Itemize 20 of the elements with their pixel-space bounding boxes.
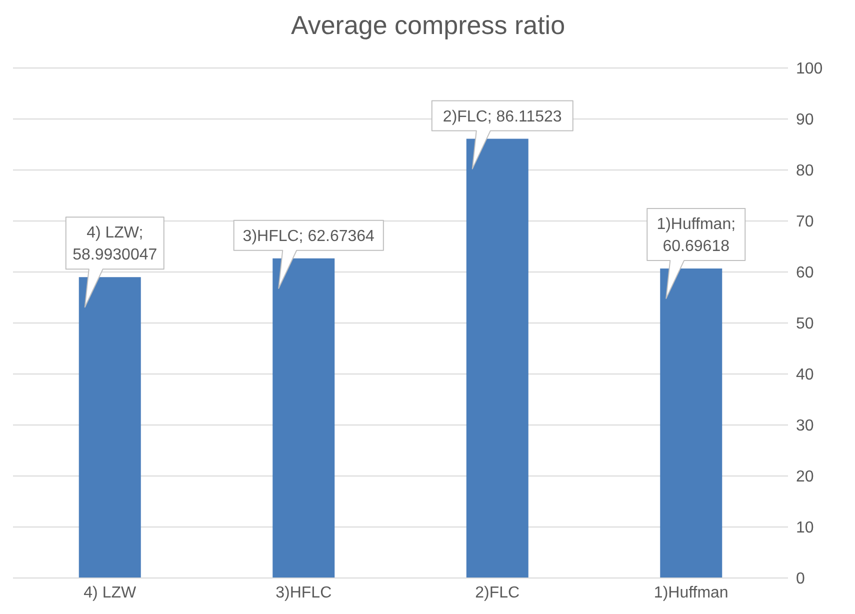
x-tick-label: 1)Huffman <box>654 584 728 602</box>
x-tick-label: 4) LZW <box>84 584 137 602</box>
y-tick-label: 50 <box>796 316 814 333</box>
y-tick-label: 100 <box>796 60 823 78</box>
y-tick-label: 20 <box>796 468 814 486</box>
data-label: 1)Huffman; 60.69618 <box>656 216 736 255</box>
y-tick-label: 40 <box>796 366 814 384</box>
y-tick-label: 90 <box>796 112 814 129</box>
y-tick-label: 80 <box>796 162 814 180</box>
data-label: 2)FLC; 86.11523 <box>442 108 562 126</box>
x-tick-label: 2)FLC <box>475 584 520 602</box>
y-tick-label: 70 <box>796 214 814 231</box>
x-tick-label: 3)HFLC <box>276 584 332 602</box>
y-tick-label: 0 <box>796 570 805 588</box>
data-label: 3)HFLC; 62.67364 <box>242 228 375 245</box>
y-tick-label: 30 <box>796 418 814 435</box>
y-tick-label: 10 <box>796 520 814 537</box>
chart-title: Average compress ratio <box>290 9 566 42</box>
data-label: 4) LZW; 58.9930047 <box>72 224 158 264</box>
y-tick-label: 60 <box>796 264 814 282</box>
